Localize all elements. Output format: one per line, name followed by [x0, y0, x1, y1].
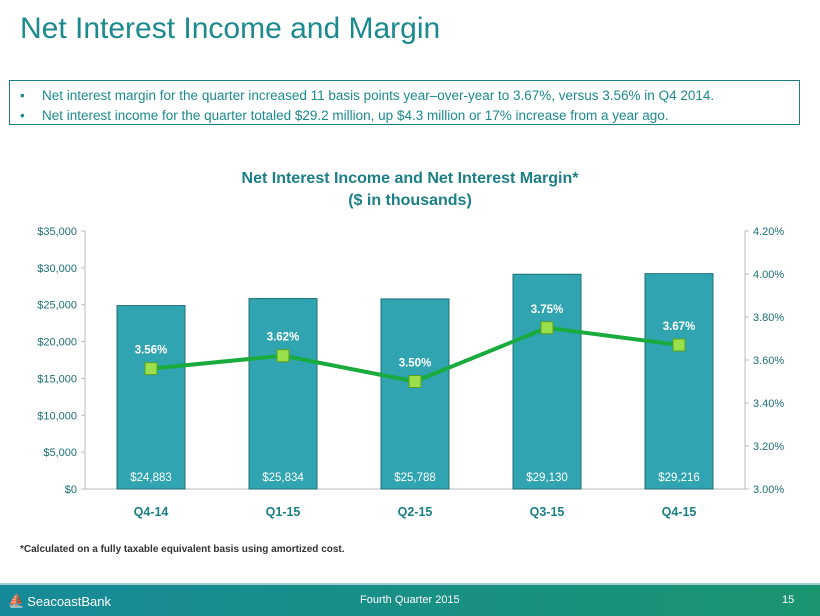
- bar-label: $25,834: [262, 472, 304, 484]
- category-label: Q4-15: [662, 505, 697, 519]
- category-label: Q3-15: [530, 505, 565, 519]
- right-tick-label: 3.60%: [753, 355, 784, 367]
- bar: [644, 273, 714, 490]
- brand-logo: ⛵ SeacoastBank: [8, 593, 111, 609]
- right-tick-label: 4.00%: [753, 269, 784, 281]
- margin-point: [408, 375, 422, 388]
- left-tick-label: $35,000: [37, 226, 77, 238]
- bar-label: $29,130: [526, 472, 568, 484]
- margin-label: 3.75%: [531, 304, 564, 316]
- bullet-text: Net interest income for the quarter tota…: [42, 108, 669, 123]
- left-tick-label: $5,000: [43, 447, 77, 459]
- bar: [116, 305, 186, 490]
- chart-subtitle: ($ in thousands): [348, 192, 472, 209]
- bullet-text: Net interest margin for the quarter incr…: [42, 88, 715, 103]
- bullet-item: • Net interest income for the quarter tot…: [20, 106, 789, 126]
- left-tick-label: $10,000: [37, 410, 77, 422]
- margin-point: [276, 349, 290, 363]
- left-tick-label: $20,000: [37, 337, 77, 349]
- margin-label: 3.56%: [135, 345, 168, 357]
- category-label: Q2-15: [398, 505, 433, 519]
- category-label: Q4-14: [134, 505, 169, 519]
- margin-label: 3.67%: [663, 321, 696, 333]
- bullet-item: • Net interest margin for the quarter inc…: [20, 86, 789, 106]
- margin-label: 3.50%: [399, 358, 432, 370]
- summary-box: • Net interest margin for the quarter inc…: [9, 80, 800, 125]
- chart: Net Interest Income and Net Interest Mar…: [37, 170, 784, 519]
- right-tick-label: 4.20%: [753, 226, 784, 238]
- right-tick-label: 3.80%: [753, 312, 784, 324]
- right-tick-label: 3.00%: [753, 484, 784, 496]
- left-tick-label: $0: [65, 484, 77, 496]
- bar: [248, 298, 318, 490]
- chart-title: Net Interest Income and Net Interest Mar…: [242, 170, 580, 187]
- left-tick-label: $25,000: [37, 300, 77, 312]
- page-number: 15: [782, 594, 795, 606]
- page-title: Net Interest Income and Margin: [20, 12, 441, 45]
- margin-label: 3.62%: [267, 332, 300, 344]
- bar: [512, 273, 582, 490]
- margin-point: [540, 321, 554, 335]
- category-label: Q1-15: [266, 505, 301, 519]
- footer-quarter: Fourth Quarter 2015: [360, 594, 460, 606]
- margin-point: [672, 338, 686, 352]
- bar: [380, 298, 450, 490]
- bar-label: $29,216: [658, 472, 700, 484]
- bar-label: $25,788: [394, 472, 436, 484]
- left-tick-label: $30,000: [37, 263, 77, 275]
- brand-name: SeacoastBank: [27, 593, 112, 609]
- left-tick-label: $15,000: [37, 373, 77, 385]
- right-tick-label: 3.20%: [753, 441, 784, 453]
- footnote: *Calculated on a fully taxable equivalen…: [20, 544, 345, 555]
- sail-icon: ⛵: [8, 593, 25, 608]
- margin-point: [144, 362, 158, 376]
- footer: ⛵ SeacoastBank Fourth Quarter 2015 15: [0, 583, 820, 616]
- right-tick-label: 3.40%: [753, 398, 784, 410]
- bar-label: $24,883: [130, 472, 172, 484]
